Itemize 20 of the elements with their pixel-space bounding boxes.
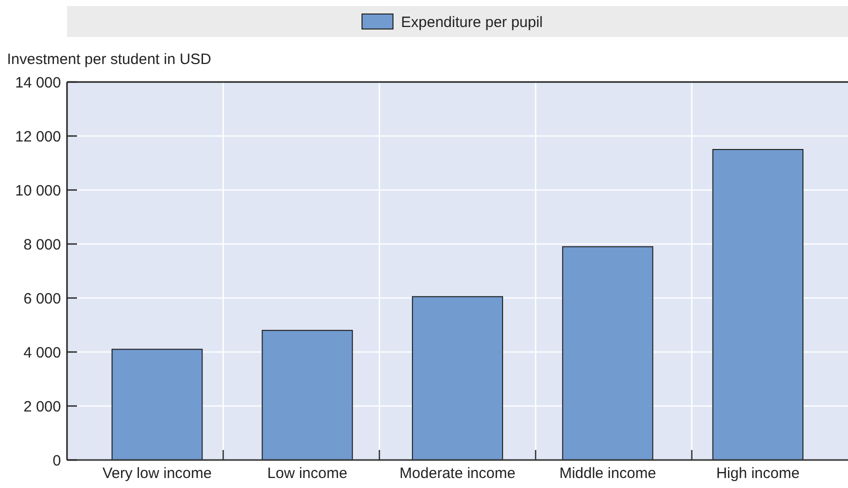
x-tick-label: Very low income xyxy=(102,465,212,482)
legend-label: Expenditure per pupil xyxy=(401,14,543,31)
bar xyxy=(112,348,203,460)
y-axis-title: Investment per student in USD xyxy=(7,51,212,68)
x-tick-label: High income xyxy=(716,465,800,482)
y-tick-label: 4 000 xyxy=(23,344,61,362)
bar xyxy=(712,149,804,460)
y-tick-label: 6 000 xyxy=(23,290,61,308)
x-tick-label: Low income xyxy=(267,465,348,482)
bar xyxy=(412,296,504,460)
bar xyxy=(562,246,654,460)
y-tick-label: 0 xyxy=(52,452,61,470)
y-tick-label: 8 000 xyxy=(23,236,61,254)
x-tick-label: Middle income xyxy=(559,465,656,482)
y-tick-label: 12 000 xyxy=(15,128,61,146)
y-tick-label: 10 000 xyxy=(15,182,61,200)
bar xyxy=(262,330,353,460)
y-tick-label: 2 000 xyxy=(23,398,61,416)
x-tick-label: Moderate income xyxy=(400,465,516,482)
y-tick-label: 14 000 xyxy=(15,74,61,92)
